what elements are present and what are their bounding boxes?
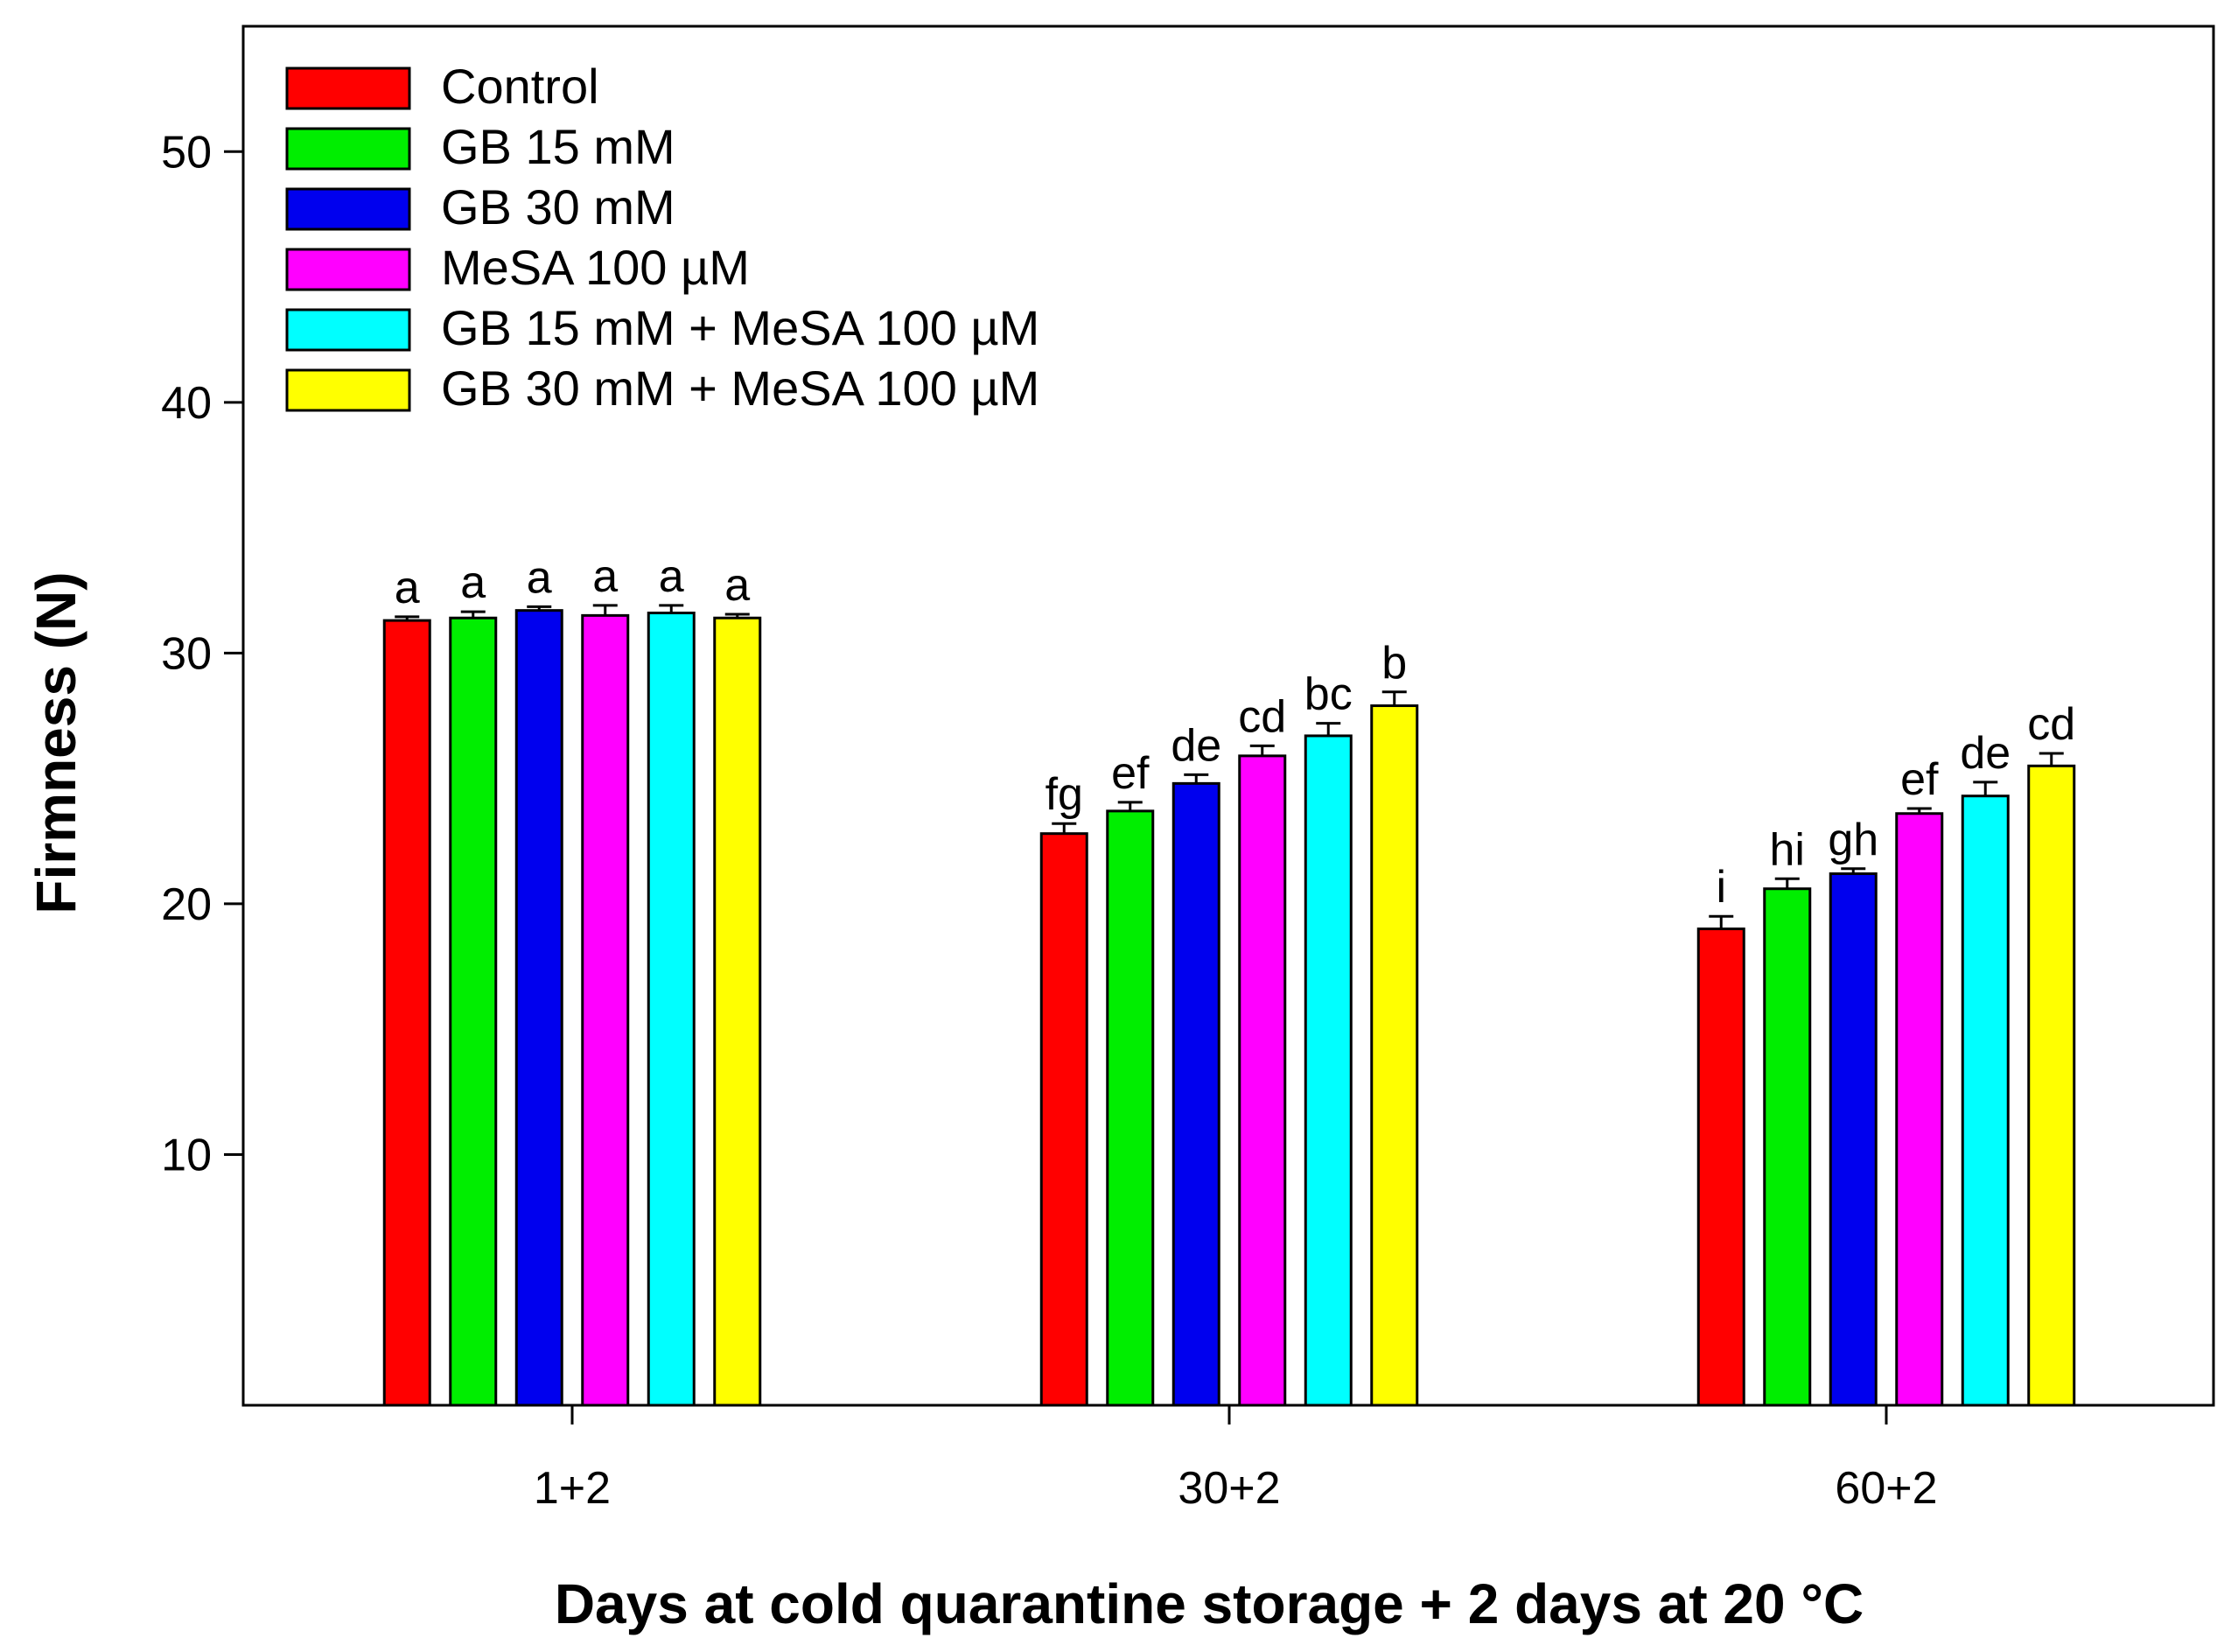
significance-letter: a xyxy=(592,551,618,602)
significance-letter: a xyxy=(460,557,486,608)
legend-label: GB 15 mM + MeSA 100 µM xyxy=(441,300,1039,355)
plot-frame xyxy=(241,24,2215,1407)
plot-area: 10 20 30 40 50 1+2 30+2 60+2 a fg i a ef hi a de gh a cd ef… xyxy=(161,24,2215,1514)
significance-letter: a xyxy=(724,560,750,611)
legend-swatch xyxy=(285,368,411,412)
bar xyxy=(1238,754,1287,1407)
bar xyxy=(1370,704,1419,1407)
y-axis-title: Firmness (N) xyxy=(24,571,87,914)
significance-letter: cd xyxy=(1238,691,1286,742)
legend-label: GB 30 mM + MeSA 100 µM xyxy=(441,360,1039,416)
legend-label: Control xyxy=(441,59,599,114)
significance-letter: ef xyxy=(1900,754,1939,805)
significance-letter: de xyxy=(1171,720,1221,771)
bar xyxy=(1829,872,1878,1407)
y-tick-label: 10 xyxy=(161,1130,212,1180)
x-tick-label: 30+2 xyxy=(1178,1463,1280,1514)
bar xyxy=(647,612,696,1407)
bar xyxy=(382,619,431,1407)
x-tick-label: 1+2 xyxy=(534,1463,611,1514)
significance-letter: a xyxy=(527,552,552,603)
x-tick-label: 60+2 xyxy=(1835,1463,1937,1514)
bar xyxy=(1895,812,1944,1407)
legend-swatch xyxy=(285,308,411,352)
bar xyxy=(581,613,630,1407)
significance-letter: i xyxy=(1716,862,1726,913)
significance-letter: cd xyxy=(2027,699,2075,750)
bar xyxy=(1304,734,1353,1407)
bar xyxy=(1106,809,1155,1407)
significance-letter: fg xyxy=(1046,769,1083,820)
legend-label: GB 30 mM xyxy=(441,179,675,234)
bar xyxy=(1763,887,1812,1407)
bar xyxy=(1961,794,2010,1407)
y-tick-label: 50 xyxy=(161,127,212,178)
legend-swatch xyxy=(285,187,411,231)
significance-letter: a xyxy=(659,551,684,602)
bar xyxy=(514,609,563,1407)
significance-letter: bc xyxy=(1304,669,1353,720)
y-tick-label: 20 xyxy=(161,879,212,930)
significance-letter: ef xyxy=(1111,748,1150,799)
bar xyxy=(1696,928,1745,1407)
bar xyxy=(2027,764,2076,1407)
legend-swatch xyxy=(285,248,411,291)
significance-letter: b xyxy=(1381,638,1407,689)
bar xyxy=(1171,781,1220,1407)
bar xyxy=(713,616,762,1407)
y-tick-label: 40 xyxy=(161,378,212,429)
legend-swatch xyxy=(285,127,411,171)
y-tick-label: 30 xyxy=(161,628,212,679)
significance-letter: a xyxy=(395,563,420,613)
bar xyxy=(449,616,498,1407)
legend-swatch xyxy=(285,66,411,110)
significance-letter: de xyxy=(1960,728,2011,779)
legend-label: GB 15 mM xyxy=(441,119,675,174)
x-axis-title: Days at cold quarantine storage + 2 days… xyxy=(555,1572,1864,1635)
significance-letter: hi xyxy=(1770,824,1805,875)
bar xyxy=(1039,832,1088,1407)
legend-label: MeSA 100 µM xyxy=(441,240,750,295)
significance-letter: gh xyxy=(1828,815,1878,865)
